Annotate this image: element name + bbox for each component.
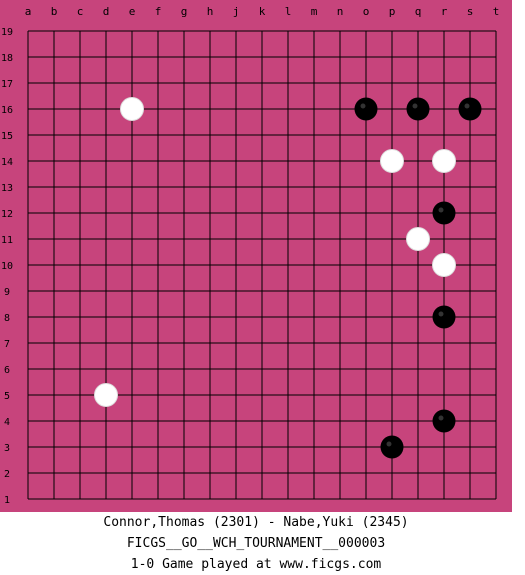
row-label: 18 (1, 53, 13, 64)
row-label: 10 (1, 261, 13, 272)
column-label: r (441, 5, 448, 18)
players-line: Connor,Thomas (2301) - Nabe,Yuki (2345) (103, 515, 409, 530)
row-label: 14 (1, 157, 13, 168)
column-label: t (493, 5, 500, 18)
stone-highlight (412, 103, 418, 109)
event-line: FICGS__GO__WCH_TOURNAMENT__000003 (126, 536, 386, 551)
row-label: 15 (1, 131, 13, 142)
row-label: 2 (4, 469, 10, 480)
result-line: 1-0 Game played at www.ficgs.com (130, 557, 382, 572)
column-label: o (363, 5, 370, 18)
black-stone[interactable] (406, 97, 430, 121)
column-label: k (259, 5, 266, 18)
stone-highlight (464, 103, 470, 109)
black-stone[interactable] (354, 97, 378, 121)
stone-highlight (438, 415, 444, 421)
column-label: e (129, 5, 136, 18)
column-label: d (103, 5, 110, 18)
black-stone[interactable] (432, 409, 456, 433)
column-label: m (311, 5, 318, 18)
row-label: 3 (4, 443, 10, 454)
column-label: p (389, 5, 396, 18)
row-label: 5 (4, 391, 10, 402)
white-stone[interactable] (380, 149, 404, 173)
row-label: 12 (1, 209, 13, 220)
column-label: b (51, 5, 58, 18)
black-stone[interactable] (432, 201, 456, 225)
column-label: f (155, 5, 162, 18)
white-stone[interactable] (406, 227, 430, 251)
black-stone[interactable] (432, 305, 456, 329)
white-stone[interactable] (94, 383, 118, 407)
row-label: 8 (4, 313, 10, 324)
column-label: c (77, 5, 84, 18)
column-label: h (207, 5, 214, 18)
row-label: 6 (4, 365, 10, 376)
white-stone[interactable] (432, 253, 456, 277)
row-label: 11 (1, 235, 13, 246)
column-label: s (467, 5, 474, 18)
board-background (0, 0, 512, 512)
row-label: 17 (1, 79, 13, 90)
row-label: 13 (1, 183, 13, 194)
stone-highlight (386, 441, 392, 447)
stone-highlight (438, 311, 444, 317)
column-label: n (337, 5, 344, 18)
stone-highlight (438, 207, 444, 213)
column-label: j (233, 5, 240, 18)
black-stone[interactable] (458, 97, 482, 121)
row-label: 19 (1, 27, 13, 38)
row-label: 7 (4, 339, 10, 350)
white-stone[interactable] (120, 97, 144, 121)
black-stone[interactable] (380, 435, 404, 459)
column-label: q (415, 5, 422, 18)
row-label: 4 (4, 417, 10, 428)
row-label: 16 (1, 105, 13, 116)
row-label: 1 (4, 495, 10, 506)
column-label: a (25, 5, 32, 18)
row-label: 9 (4, 287, 10, 298)
white-stone[interactable] (432, 149, 456, 173)
go-board: a b c d e f g h j k l m n o p q r s t191817161514131211109… (0, 0, 512, 512)
column-label: g (181, 5, 188, 18)
stone-highlight (360, 103, 366, 109)
column-label: l (285, 5, 292, 18)
